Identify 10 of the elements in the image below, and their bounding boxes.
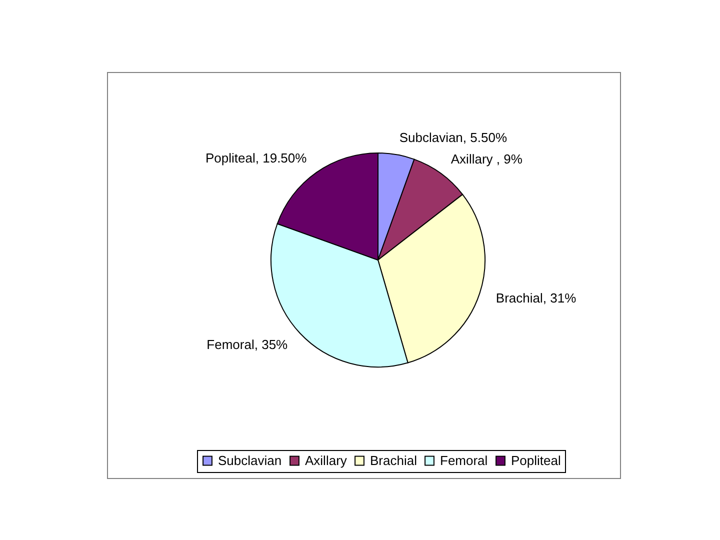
legend-label: Subclavian	[218, 452, 282, 468]
data-label: Axillary , 9%	[450, 152, 523, 167]
legend-label: Popliteal	[511, 452, 561, 468]
data-label: Femoral, 35%	[206, 336, 288, 352]
legend-label: Axillary	[305, 452, 348, 468]
data-label: Brachial, 31%	[496, 290, 577, 306]
legend-label: Femoral	[440, 452, 488, 468]
data-label: Popliteal, 19.50%	[206, 150, 308, 166]
legend-label: Brachial	[370, 452, 418, 468]
data-label: Subclavian, 5.50%	[399, 130, 508, 145]
